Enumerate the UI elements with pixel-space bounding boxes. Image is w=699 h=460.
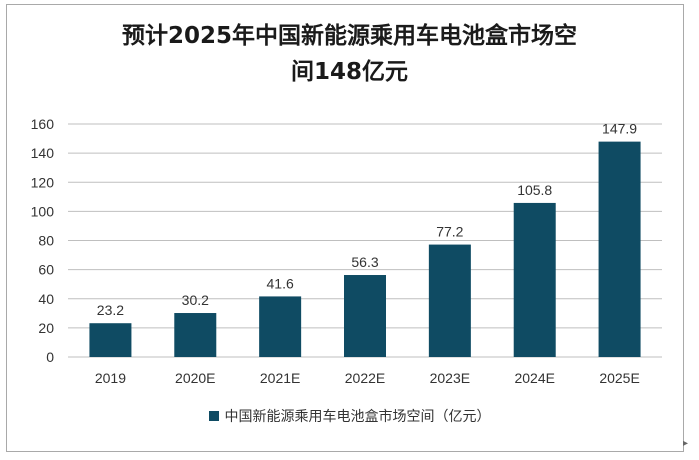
chart-title: 预计2025年中国新能源乘用车电池盒市场空 间148亿元 (0, 18, 699, 90)
data-label: 30.2 (182, 292, 209, 308)
data-label: 77.2 (436, 224, 463, 240)
bar (428, 244, 471, 357)
data-label: 147.9 (602, 121, 637, 137)
x-tick-label: 2024E (514, 370, 554, 386)
x-tick-label: 2020E (175, 370, 215, 386)
y-tick-label: 100 (31, 203, 55, 219)
resize-corner-icon: ▸ (683, 438, 689, 449)
x-tick-label: 2019 (95, 370, 126, 386)
bar (174, 313, 217, 357)
chart-legend: 中国新能源乘用车电池盒市场空间（亿元） (0, 406, 699, 426)
legend-label: 中国新能源乘用车电池盒市场空间（亿元） (224, 409, 491, 425)
chart-frame (6, 4, 684, 452)
y-tick-label: 40 (38, 291, 54, 307)
chart-title-line-1: 预计2025年中国新能源乘用车电池盒市场空 (121, 23, 577, 49)
bar (598, 141, 641, 357)
bar (344, 275, 386, 357)
data-label: 23.2 (97, 302, 124, 318)
y-tick-label: 160 (31, 116, 55, 132)
data-label: 56.3 (351, 254, 378, 270)
legend-swatch (208, 411, 219, 421)
bar (259, 296, 302, 357)
x-tick-label: 2021E (260, 370, 300, 386)
x-tick-label: 2022E (345, 370, 385, 386)
y-tick-label: 140 (31, 145, 55, 161)
y-tick-label: 60 (38, 262, 54, 278)
bar (89, 323, 132, 357)
data-label: 41.6 (267, 275, 294, 291)
bar (513, 202, 556, 357)
y-tick-label: 0 (46, 349, 54, 365)
x-tick-label: 2023E (430, 370, 470, 386)
y-tick-label: 80 (38, 233, 54, 249)
y-tick-label: 120 (31, 174, 55, 190)
data-label: 105.8 (517, 182, 552, 198)
x-tick-label: 2025E (599, 370, 639, 386)
y-tick-label: 20 (38, 320, 54, 336)
chart-title-line-2: 间148亿元 (290, 59, 408, 85)
